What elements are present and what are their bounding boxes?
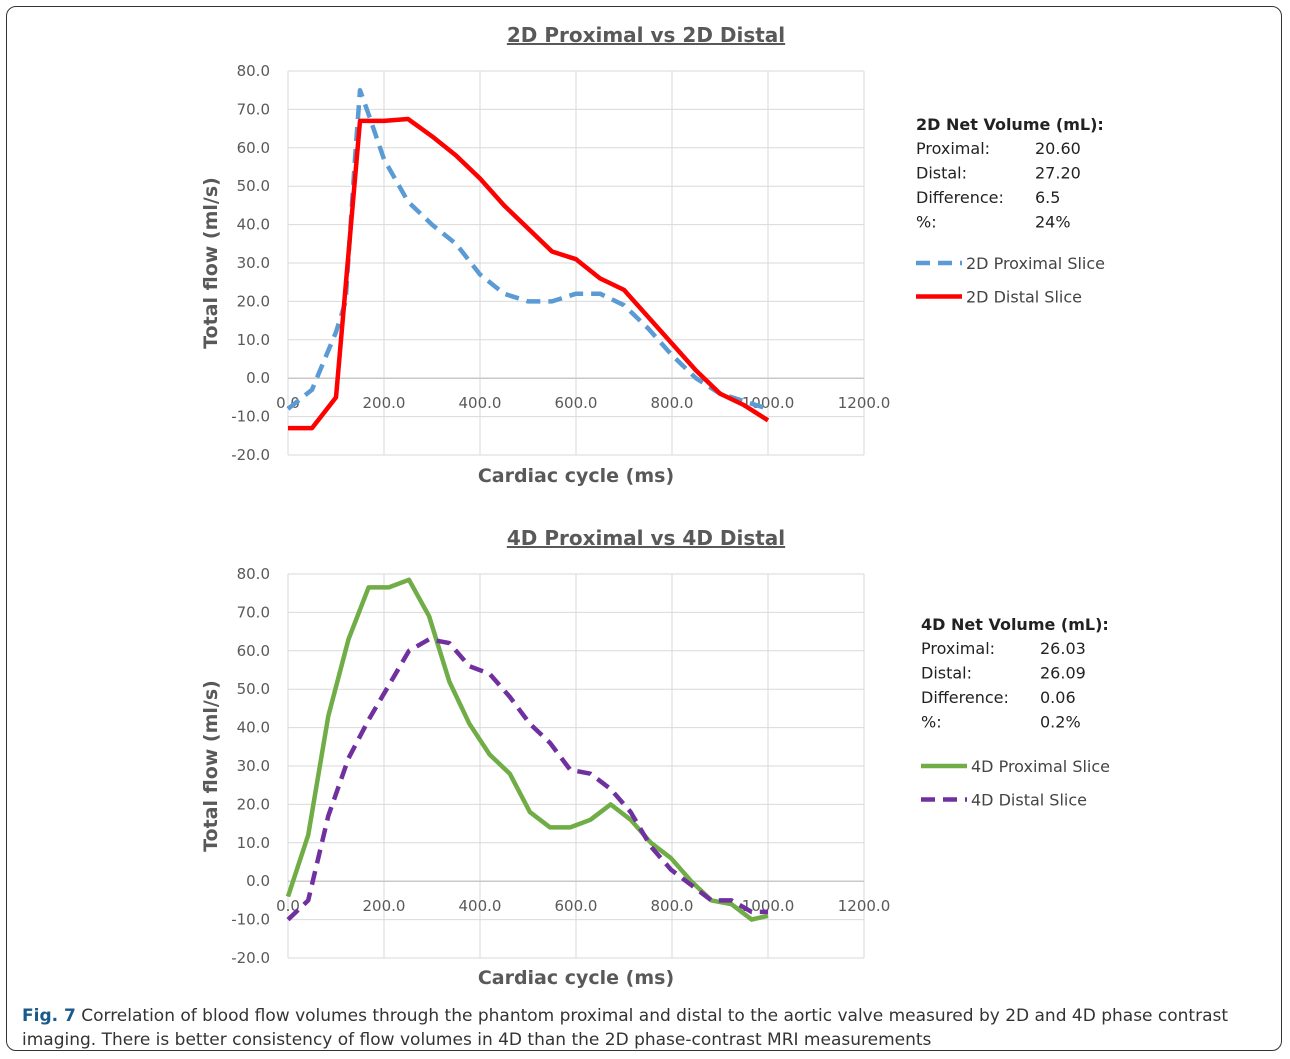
y-tick-label: 10.0 [237,331,270,349]
y-axis-title: Total flow (ml/s) [200,177,222,349]
y-tick-label: 80.0 [237,62,270,80]
chart-title: 2D Proximal vs 2D Distal [507,23,785,47]
x-tick-label: 1000.0 [742,897,795,915]
series-line [288,116,770,431]
x-axis-title: Cardiac cycle (ms) [478,967,674,989]
x-tick-label: 600.0 [555,394,598,412]
y-tick-label: 40.0 [237,719,270,737]
info-value: 0.2% [1040,713,1081,732]
info-value: 24% [1035,213,1071,232]
info-label: Proximal: [921,639,995,658]
legend-label: 4D Proximal Slice [971,757,1110,776]
y-tick-label: 50.0 [237,177,270,195]
x-tick-label: 0.0 [276,394,300,412]
info-value: 26.03 [1040,639,1086,658]
info-heading: 4D Net Volume (mL): [921,615,1109,634]
y-tick-label: 40.0 [237,216,270,234]
y-tick-label: 70.0 [237,100,270,118]
x-tick-label: 600.0 [555,897,598,915]
y-tick-label: 30.0 [237,254,270,272]
info-heading: 2D Net Volume (mL): [916,115,1104,134]
x-tick-label: 0.0 [276,897,300,915]
x-tick-label: 400.0 [459,897,502,915]
info-label: Distal: [916,164,967,183]
chart-4d: 4D Proximal vs 4D Distal 80.0 70.0 60.0 50.0… [200,526,1110,989]
chart-2d: 2D Proximal vs 2D Distal 80.0 70.0 60.0 50.0… [200,23,1105,487]
series-line [285,577,769,922]
series-line [286,637,768,922]
caption-label: Fig. 7 [22,1006,76,1026]
chart-title: 4D Proximal vs 4D Distal [507,526,785,550]
x-tick-label: 400.0 [459,394,502,412]
legend-label: 2D Proximal Slice [966,254,1105,273]
y-tick-label: 60.0 [237,642,270,660]
info-label: Difference: [916,188,1004,207]
info-value: 0.06 [1040,688,1076,707]
info-value: 6.5 [1035,188,1060,207]
y-tick-label: 0.0 [246,872,270,890]
info-value: 20.60 [1035,139,1081,158]
y-tick-label: -20.0 [231,446,270,464]
info-value: 26.09 [1040,664,1086,683]
info-label: Distal: [921,664,972,683]
legend-label: 2D Distal Slice [966,288,1082,307]
x-tick-label: 800.0 [651,897,694,915]
y-tick-label: -20.0 [231,949,270,967]
info-label: %: [916,213,937,232]
y-tick-label: -10.0 [231,911,270,929]
y-tick-label: -10.0 [231,408,270,426]
x-axis-title: Cardiac cycle (ms) [478,465,674,487]
figure-caption: Fig. 7 Correlation of blood flow volumes… [22,1004,1272,1052]
y-tick-label: 70.0 [237,603,270,621]
y-axis-title: Total flow (ml/s) [200,680,222,852]
info-label: %: [921,713,942,732]
info-label: Difference: [921,688,1009,707]
y-tick-label: 50.0 [237,680,270,698]
info-value: 27.20 [1035,164,1081,183]
x-tick-label: 1200.0 [838,897,891,915]
x-tick-label: 1200.0 [838,394,891,412]
y-tick-label: 10.0 [237,834,270,852]
legend-label: 4D Distal Slice [971,791,1087,810]
y-tick-label: 60.0 [237,139,270,157]
info-label: Proximal: [916,139,990,158]
caption-text: Correlation of blood flow volumes throug… [22,1006,1229,1050]
x-tick-label: 800.0 [651,394,694,412]
x-tick-label: 200.0 [363,394,406,412]
x-tick-label: 200.0 [363,897,406,915]
y-tick-label: 80.0 [237,565,270,583]
figure-charts: 2D Proximal vs 2D Distal 80.0 70.0 60.0 50.0… [200,23,1110,989]
figure-frame [6,6,1282,1051]
y-tick-label: 30.0 [237,757,270,775]
x-tick-label: 1000.0 [742,394,795,412]
y-tick-label: 20.0 [237,292,270,310]
y-tick-label: 20.0 [237,795,270,813]
y-tick-label: 0.0 [246,369,270,387]
